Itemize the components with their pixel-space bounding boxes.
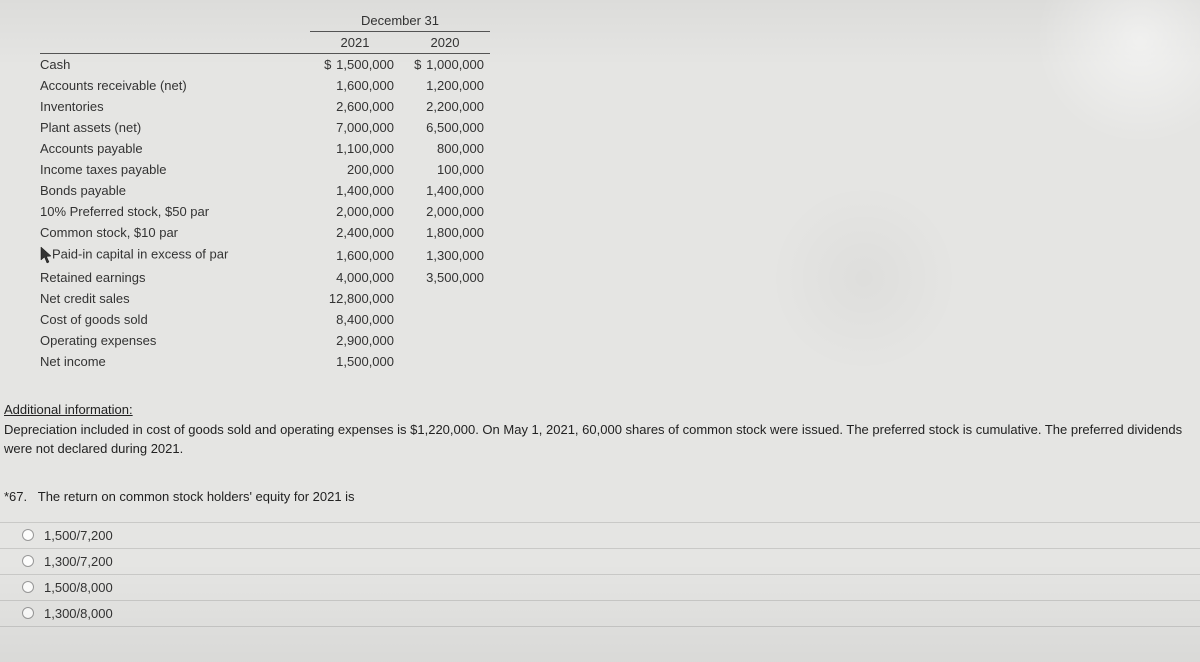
question-prompt: *67. The return on common stock holders'… — [4, 489, 1200, 504]
value-2021: 2,900,000 — [310, 330, 400, 351]
value-2020: $1,000,000 — [400, 54, 490, 76]
table-row: Net income1,500,000 — [40, 351, 490, 372]
value-2021: 12,800,000 — [310, 288, 400, 309]
table-row: Common stock, $10 par2,400,0001,800,000 — [40, 222, 490, 243]
row-label: Accounts receivable (net) — [40, 75, 310, 96]
table-row: Accounts payable1,100,000800,000 — [40, 138, 490, 159]
table-row: Plant assets (net)7,000,0006,500,000 — [40, 117, 490, 138]
value-2021: 8,400,000 — [310, 309, 400, 330]
value-2021: 1,400,000 — [310, 180, 400, 201]
table-row: Inventories2,600,0002,200,000 — [40, 96, 490, 117]
answer-options: 1,500/7,200 1,300/7,200 1,500/8,000 1,300/8… — [0, 522, 1200, 627]
answer-option[interactable]: 1,500/7,200 — [0, 522, 1200, 549]
row-label: Retained earnings — [40, 267, 310, 288]
value-2021: 2,600,000 — [310, 96, 400, 117]
value-2021: 4,000,000 — [310, 267, 400, 288]
table-row: Paid-in capital in excess of par1,600,00… — [40, 243, 490, 267]
radio-icon[interactable] — [22, 529, 34, 541]
answer-option[interactable]: 1,300/7,200 — [0, 549, 1200, 575]
question-number: *67. — [4, 489, 27, 504]
additional-info-heading: Additional information: — [4, 402, 133, 417]
row-label: Net credit sales — [40, 288, 310, 309]
option-label: 1,500/7,200 — [44, 528, 113, 543]
value-2020: 1,200,000 — [400, 75, 490, 96]
table-row: 10% Preferred stock, $50 par2,000,0002,0… — [40, 201, 490, 222]
financial-data-table: December 31 2021 2020 Cash$1,500,000$1,0… — [40, 10, 490, 372]
answer-option[interactable]: 1,300/8,000 — [0, 601, 1200, 627]
option-label: 1,300/7,200 — [44, 554, 113, 569]
row-label: Paid-in capital in excess of par — [40, 243, 310, 267]
row-label: Bonds payable — [40, 180, 310, 201]
value-2020: 800,000 — [400, 138, 490, 159]
table-row: Cost of goods sold8,400,000 — [40, 309, 490, 330]
table-row: Accounts receivable (net)1,600,0001,200,… — [40, 75, 490, 96]
value-2020 — [400, 288, 490, 309]
table-row: Income taxes payable200,000100,000 — [40, 159, 490, 180]
row-label: Income taxes payable — [40, 159, 310, 180]
row-label: Inventories — [40, 96, 310, 117]
option-label: 1,500/8,000 — [44, 580, 113, 595]
row-label: Plant assets (net) — [40, 117, 310, 138]
table-row: Operating expenses2,900,000 — [40, 330, 490, 351]
table-row: Cash$1,500,000$1,000,000 — [40, 54, 490, 76]
value-2021: 1,100,000 — [310, 138, 400, 159]
value-2020: 2,200,000 — [400, 96, 490, 117]
row-label: 10% Preferred stock, $50 par — [40, 201, 310, 222]
table-row: Retained earnings4,000,0003,500,000 — [40, 267, 490, 288]
value-2020: 1,300,000 — [400, 243, 490, 267]
row-label: Cash — [40, 54, 310, 76]
value-2020: 1,800,000 — [400, 222, 490, 243]
table-row: Net credit sales12,800,000 — [40, 288, 490, 309]
col-header-2021: 2021 — [310, 32, 400, 54]
row-label: Net income — [40, 351, 310, 372]
value-2021: $1,500,000 — [310, 54, 400, 76]
question-text: The return on common stock holders' equi… — [38, 489, 355, 504]
answer-option[interactable]: 1,500/8,000 — [0, 575, 1200, 601]
radio-icon[interactable] — [22, 581, 34, 593]
value-2020 — [400, 330, 490, 351]
value-2020 — [400, 351, 490, 372]
col-header-2020: 2020 — [400, 32, 490, 54]
value-2021: 1,500,000 — [310, 351, 400, 372]
row-label: Cost of goods sold — [40, 309, 310, 330]
value-2020: 1,400,000 — [400, 180, 490, 201]
value-2021: 200,000 — [310, 159, 400, 180]
value-2021: 1,600,000 — [310, 75, 400, 96]
option-label: 1,300/8,000 — [44, 606, 113, 621]
value-2021: 7,000,000 — [310, 117, 400, 138]
value-2020: 3,500,000 — [400, 267, 490, 288]
value-2021: 1,600,000 — [310, 243, 400, 267]
row-label: Accounts payable — [40, 138, 310, 159]
value-2020 — [400, 309, 490, 330]
value-2020: 100,000 — [400, 159, 490, 180]
value-2021: 2,400,000 — [310, 222, 400, 243]
table-super-header: December 31 — [310, 10, 490, 32]
value-2020: 6,500,000 — [400, 117, 490, 138]
radio-icon[interactable] — [22, 607, 34, 619]
additional-information: Additional information: Depreciation inc… — [4, 400, 1200, 459]
table-row: Bonds payable1,400,0001,400,000 — [40, 180, 490, 201]
value-2020: 2,000,000 — [400, 201, 490, 222]
row-label: Common stock, $10 par — [40, 222, 310, 243]
additional-info-text: Depreciation included in cost of goods s… — [4, 422, 1182, 457]
radio-icon[interactable] — [22, 555, 34, 567]
value-2021: 2,000,000 — [310, 201, 400, 222]
row-label: Operating expenses — [40, 330, 310, 351]
